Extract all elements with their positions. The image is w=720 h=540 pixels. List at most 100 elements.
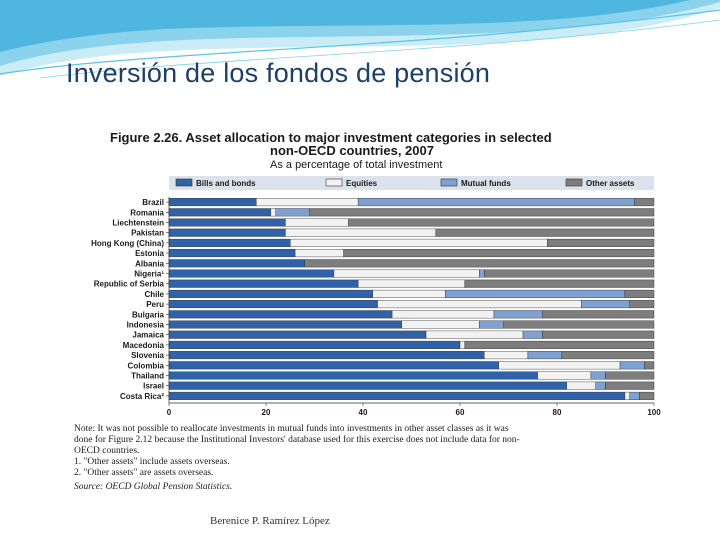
bar-slovenia-equities (484, 351, 529, 360)
bar-chile-bills-and-bonds (168, 289, 373, 298)
legend-swatch-bills-and-bonds (175, 178, 193, 187)
bar-albania-bills-and-bonds (168, 259, 306, 268)
bar-hong-kong-china-other-assets (547, 238, 655, 247)
chart-note-line-1: Note: It was not possible to reallocate … (74, 423, 509, 434)
bar-hong-kong-china-equities (290, 238, 548, 247)
bar-slovenia-mutual-funds (527, 351, 563, 360)
bar-colombia-other-assets (644, 361, 655, 370)
bar-macedonia-equities (459, 340, 466, 349)
bar-estonia-bills-and-bonds (168, 249, 296, 258)
bar-romania-mutual-funds (275, 208, 310, 217)
category-label-albania: Albania (135, 259, 164, 268)
bar-romania-bills-and-bonds (168, 208, 272, 217)
legend-label-mutual-funds: Mutual funds (461, 179, 511, 188)
x-axis: 0 20 40 60 80 100 (167, 197, 661, 417)
bar-hong-kong-china-bills-and-bonds (168, 238, 291, 247)
chart-source: Source: OECD Global Pension Statistics. (74, 482, 232, 492)
category-label-indonesia: Indonesia (127, 321, 165, 330)
category-label-jamaica: Jamaica (132, 331, 164, 340)
slide-title: Inversión de los fondos de pensión (66, 58, 491, 88)
chart-notes: Note: It was not possible to reallocate … (74, 423, 520, 492)
x-tick-label-100: 100 (647, 408, 661, 417)
header-swoosh-decoration (0, 0, 720, 79)
bar-albania-other-assets (304, 259, 655, 268)
bar-thailand-bills-and-bonds (168, 371, 538, 380)
bar-israel-equities (566, 381, 597, 390)
bar-republic-of-serbia-other-assets (464, 279, 655, 288)
legend-swatch-equities (325, 178, 343, 187)
category-label-brazil: Brazil (142, 198, 164, 207)
bar-estonia-equities (294, 249, 344, 258)
swoosh-dark-band (0, 0, 690, 52)
legend-label-bills-and-bonds: Bills and bonds (196, 179, 256, 188)
bar-bulgaria-mutual-funds (493, 310, 543, 319)
bar-nigeria-equities (333, 269, 480, 278)
bar-peru-equities (377, 300, 582, 309)
x-tick-label-20: 20 (262, 408, 271, 417)
category-label-bulgaria: Bulgaria (132, 310, 165, 319)
bar-jamaica-equities (425, 330, 524, 339)
category-label-chile: Chile (144, 290, 164, 299)
bar-indonesia-mutual-funds (479, 320, 504, 329)
bar-colombia-mutual-funds (619, 361, 645, 370)
x-tick-label-80: 80 (553, 408, 562, 417)
category-label-nigeria: Nigeria¹ (134, 270, 164, 279)
category-label-romania: Romania (130, 208, 164, 217)
bar-nigeria-mutual-funds (479, 269, 485, 278)
footer-author: Berenice P. Ramírez López (210, 515, 330, 527)
chart-note-line-5: 2. "Other assets" are assets overseas. (74, 468, 213, 478)
category-label-peru: Peru (146, 300, 164, 309)
category-label-israel: Israel (143, 382, 164, 391)
bar-pakistan-equities (285, 228, 436, 237)
bar-peru-other-assets (629, 300, 655, 309)
bar-brazil-equities (256, 198, 359, 207)
bar-peru-mutual-funds (581, 300, 630, 309)
bar-chile-equities (372, 289, 446, 298)
category-label-colombia: Colombia (128, 361, 165, 370)
category-label-republic-of-serbia: Republic of Serbia (94, 280, 165, 289)
legend-swatch-other-assets (565, 178, 583, 187)
category-label-estonia: Estonia (135, 249, 164, 258)
bar-bulgaria-bills-and-bonds (168, 310, 393, 319)
bar-pakistan-bills-and-bonds (168, 228, 286, 237)
legend-label-other-assets: Other assets (586, 179, 635, 188)
category-label-macedonia: Macedonia (123, 341, 165, 350)
chart-title-line2: non-OECD countries, 2007 (270, 143, 434, 158)
bar-thailand-mutual-funds (590, 371, 606, 380)
bar-nigeria-bills-and-bonds (168, 269, 335, 278)
bar-jamaica-bills-and-bonds (168, 330, 427, 339)
bar-indonesia-equities (401, 320, 480, 329)
bar-liechtenstein-other-assets (348, 218, 655, 227)
bar-colombia-equities (498, 361, 621, 370)
bar-macedonia-bills-and-bonds (168, 340, 461, 349)
category-label-hong-kong-china: Hong Kong (China) (91, 239, 164, 248)
x-tick-label-40: 40 (359, 408, 368, 417)
bar-estonia-other-assets (343, 249, 655, 258)
bar-costa-rica-other-assets (639, 391, 655, 400)
bar-brazil-bills-and-bonds (168, 198, 257, 207)
category-label-costa-rica: Costa Rica² (120, 392, 164, 401)
x-tick-label-0: 0 (167, 408, 172, 417)
bar-jamaica-mutual-funds (522, 330, 543, 339)
figure-panel: Figure 2.26. Asset allocation to major i… (66, 118, 666, 496)
bar-israel-other-assets (605, 381, 655, 390)
category-label-liechtenstein: Liechtenstein (112, 219, 164, 228)
legend-swatch-mutual-funds (440, 178, 458, 187)
bar-brazil-other-assets (634, 198, 655, 207)
chart-note-line-4: 1. "Other assets" include assets oversea… (74, 457, 230, 467)
bar-israel-bills-and-bonds (168, 381, 567, 390)
bar-nigeria-other-assets (484, 269, 655, 278)
bar-thailand-equities (537, 371, 592, 380)
bar-slovenia-bills-and-bonds (168, 351, 485, 360)
swoosh-line-2 (39, 19, 720, 79)
bar-thailand-other-assets (605, 371, 655, 380)
bar-indonesia-other-assets (503, 320, 655, 329)
bar-romania-equities (270, 208, 276, 217)
category-label-thailand: Thailand (131, 372, 164, 381)
bar-macedonia-other-assets (464, 340, 655, 349)
bar-republic-of-serbia-equities (357, 279, 466, 288)
bar-bulgaria-equities (391, 310, 495, 319)
bar-pakistan-other-assets (435, 228, 655, 237)
bar-chile-other-assets (624, 289, 655, 298)
